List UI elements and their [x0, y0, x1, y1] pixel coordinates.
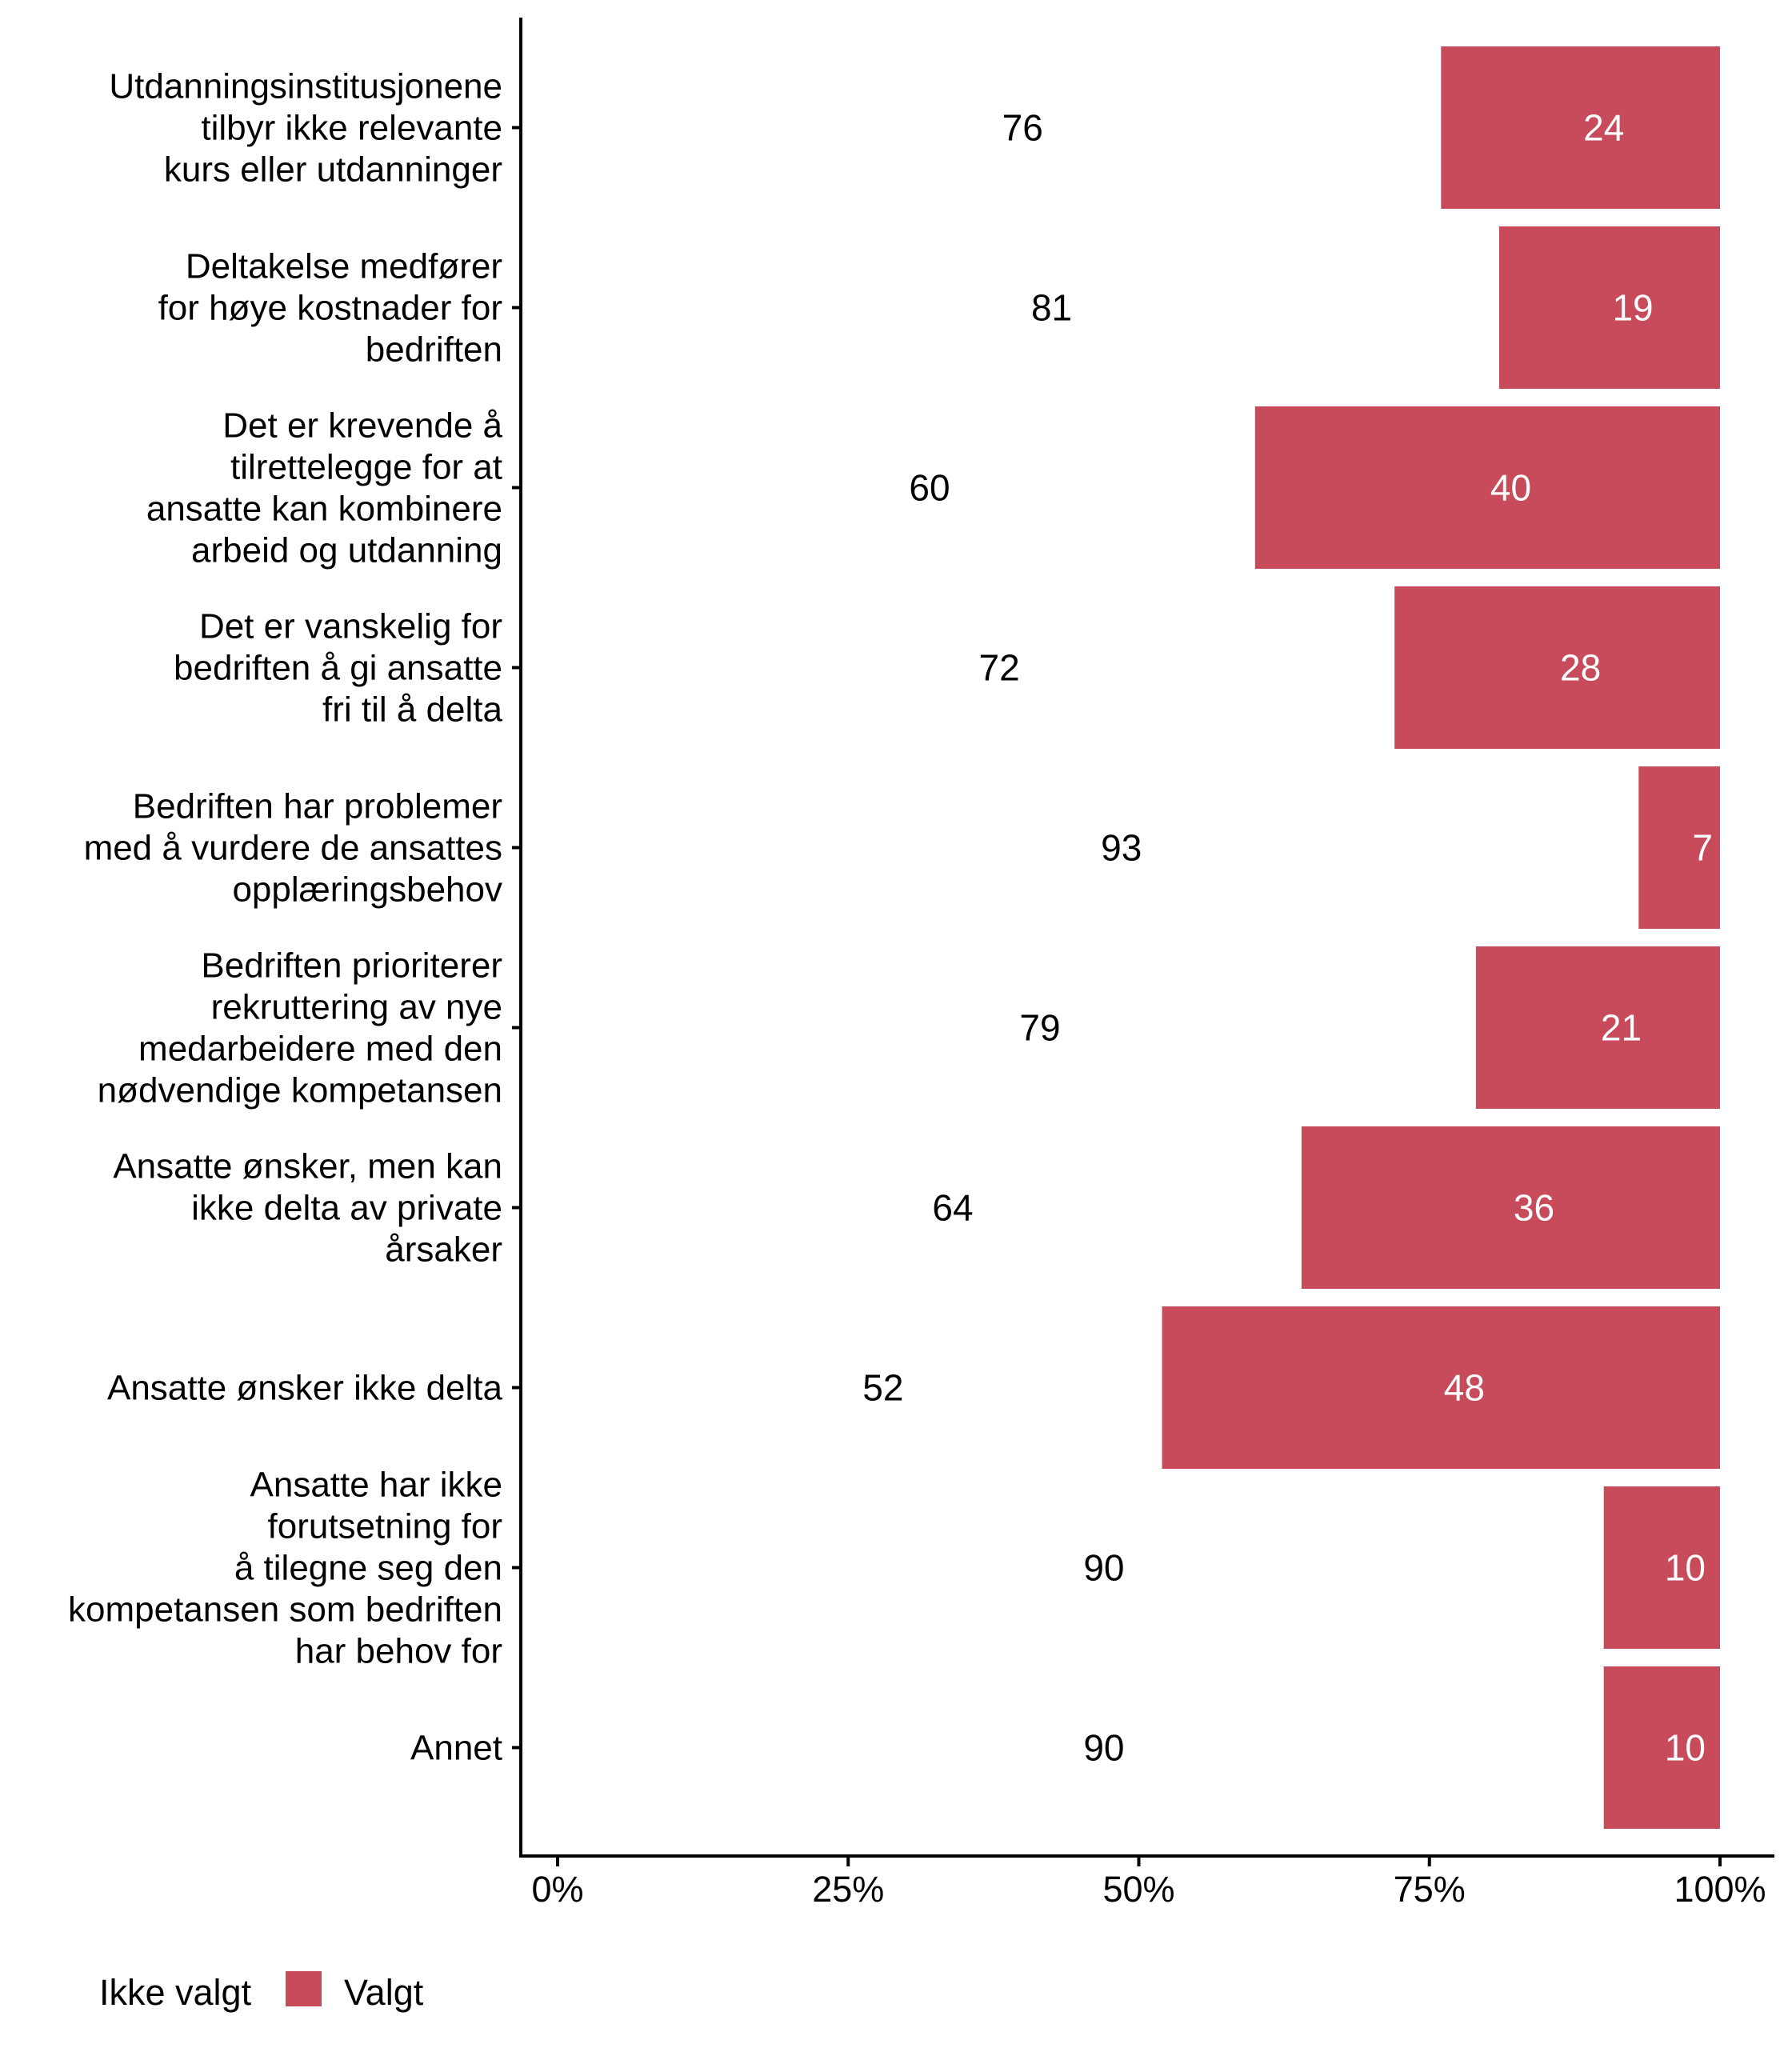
- category-label-line: bedriften: [366, 330, 502, 370]
- category-label-line: Ansatte ønsker, men kan: [113, 1147, 502, 1186]
- category-label-line: Deltakelse medfører: [186, 247, 502, 286]
- category-label-line: opplæringsbehov: [232, 870, 502, 910]
- value-label-valgt: 21: [1601, 1007, 1642, 1049]
- value-label-valgt: 10: [1665, 1547, 1706, 1589]
- category-label: Bedriften har problemer med å vurdere de …: [84, 787, 502, 910]
- category-label-line: arbeid og utdanning: [191, 531, 502, 570]
- value-label-valgt: 48: [1444, 1367, 1485, 1409]
- bar-ikke-valgt: [558, 1306, 1162, 1469]
- category-label: Deltakelse medfører for høye kostnader fo…: [158, 247, 502, 370]
- legend-key-valgt: [286, 1971, 322, 2006]
- bar-valgt: [1162, 1306, 1720, 1469]
- category-label: Ansatte ønsker, men kan ikke delta av pri…: [113, 1147, 502, 1270]
- category-label-line: medarbeidere med den: [138, 1030, 502, 1069]
- category-label-line: forutsetning for: [268, 1507, 503, 1546]
- value-label-valgt: 36: [1514, 1187, 1554, 1229]
- bar-valgt: [1254, 406, 1720, 569]
- category-label-line: Det er vanskelig for: [199, 607, 502, 646]
- category-label-line: rekruttering av nye: [211, 988, 502, 1027]
- value-label-valgt: 24: [1583, 107, 1624, 149]
- value-label-ikke-valgt: 90: [1083, 1547, 1124, 1589]
- category-labels-group: Utdanningsinstitusjonene tilbyr ikke rele…: [68, 67, 521, 1768]
- category-label: Det er vanskelig for bedriften å gi ansat…: [174, 607, 502, 730]
- value-label-ikke-valgt: 79: [1019, 1007, 1060, 1049]
- x-tick-label: 100%: [1674, 1869, 1766, 1910]
- bar-valgt: [1603, 1666, 1720, 1829]
- category-label-line: har behov for: [295, 1632, 502, 1671]
- category-label-line: ansatte kan kombinere: [146, 490, 502, 529]
- category-label: Ansatte ønsker ikke delta: [107, 1369, 503, 1408]
- category-label-line: Annet: [410, 1729, 502, 1768]
- category-label-line: å tilegne seg den: [234, 1549, 502, 1588]
- category-label-line: tilrettelegge for at: [230, 448, 502, 487]
- bar-ikke-valgt: [558, 406, 1255, 569]
- bar-valgt: [1301, 1126, 1720, 1289]
- bar-ikke-valgt: [558, 766, 1639, 929]
- category-label-line: Ansatte ønsker ikke delta: [107, 1369, 503, 1408]
- axes-group: [519, 18, 1774, 1858]
- bar-valgt: [1475, 946, 1720, 1109]
- bar-ikke-valgt: [558, 46, 1442, 209]
- x-tick-label: 75%: [1394, 1869, 1466, 1910]
- value-labels-group: 76 24 81 19 60 40 72 28 93 7 79 21 64 36 52 48 90 10 90 10: [862, 107, 1713, 1769]
- category-label-line: for høye kostnader for: [158, 289, 502, 328]
- category-label-line: bedriften å gi ansatte: [174, 649, 502, 688]
- value-label-valgt: 10: [1665, 1727, 1706, 1769]
- x-tick-label: 25%: [812, 1869, 884, 1910]
- category-label-line: ikke delta av private: [191, 1189, 502, 1228]
- x-ticks-group: 0% 25% 50% 75% 100%: [531, 1856, 1766, 1910]
- bar-ikke-valgt: [558, 1666, 1604, 1829]
- category-label-line: kompetansen som bedriften: [68, 1590, 502, 1630]
- value-label-ikke-valgt: 81: [1031, 287, 1072, 329]
- bar-ikke-valgt: [558, 1126, 1302, 1289]
- category-label-line: Bedriften har problemer: [133, 787, 502, 826]
- bar-ikke-valgt: [558, 946, 1476, 1109]
- value-label-ikke-valgt: 93: [1101, 827, 1142, 869]
- category-label-line: nødvendige kompetansen: [98, 1071, 502, 1110]
- value-label-valgt: 7: [1692, 827, 1713, 869]
- bar-valgt: [1441, 46, 1720, 209]
- category-label: Utdanningsinstitusjonene tilbyr ikke rele…: [109, 67, 502, 190]
- category-label: Ansatte har ikke forutsetning for å tilegn…: [68, 1466, 502, 1671]
- bars-group: [558, 46, 1720, 1829]
- bar-valgt: [1394, 586, 1720, 749]
- value-label-valgt: 19: [1612, 287, 1653, 329]
- category-label-line: Ansatte har ikke: [250, 1466, 503, 1505]
- bar-valgt: [1498, 226, 1720, 389]
- bar-ikke-valgt: [558, 1486, 1604, 1649]
- category-label-line: tilbyr ikke relevante: [201, 109, 502, 148]
- category-label: Det er krevende å tilrettelegge for at ans…: [146, 406, 503, 570]
- category-label-line: Det er krevende å: [222, 406, 502, 446]
- legend: Ikke valgt Valgt: [99, 1971, 424, 2013]
- category-label-line: fri til å delta: [322, 690, 503, 730]
- category-label-line: Utdanningsinstitusjonene: [109, 67, 502, 106]
- value-label-ikke-valgt: 60: [909, 467, 950, 509]
- value-label-ikke-valgt: 52: [862, 1367, 903, 1409]
- bar-ikke-valgt: [558, 226, 1499, 389]
- bar-valgt: [1603, 1486, 1720, 1649]
- legend-label-valgt: Valgt: [344, 1972, 424, 2013]
- category-label-line: med å vurdere de ansattes: [84, 829, 502, 868]
- x-tick-label: 0%: [531, 1869, 583, 1910]
- value-label-ikke-valgt: 76: [1002, 107, 1043, 149]
- value-label-ikke-valgt: 64: [932, 1187, 973, 1229]
- value-label-valgt: 40: [1490, 467, 1531, 509]
- category-label: Bedriften prioriterer rekruttering av nye…: [98, 946, 502, 1110]
- value-label-ikke-valgt: 72: [979, 647, 1020, 689]
- bar-valgt: [1638, 766, 1720, 929]
- bar-ikke-valgt: [558, 586, 1395, 749]
- x-tick-label: 50%: [1102, 1869, 1174, 1910]
- category-label-line: årsaker: [385, 1230, 502, 1270]
- category-label-line: Bedriften prioriterer: [201, 946, 502, 986]
- legend-title-ikke-valgt: Ikke valgt: [99, 1972, 252, 2013]
- category-label: Annet: [410, 1729, 502, 1768]
- value-label-valgt: 28: [1560, 647, 1601, 689]
- category-label-line: kurs eller utdanninger: [164, 150, 502, 190]
- value-label-ikke-valgt: 90: [1083, 1727, 1124, 1769]
